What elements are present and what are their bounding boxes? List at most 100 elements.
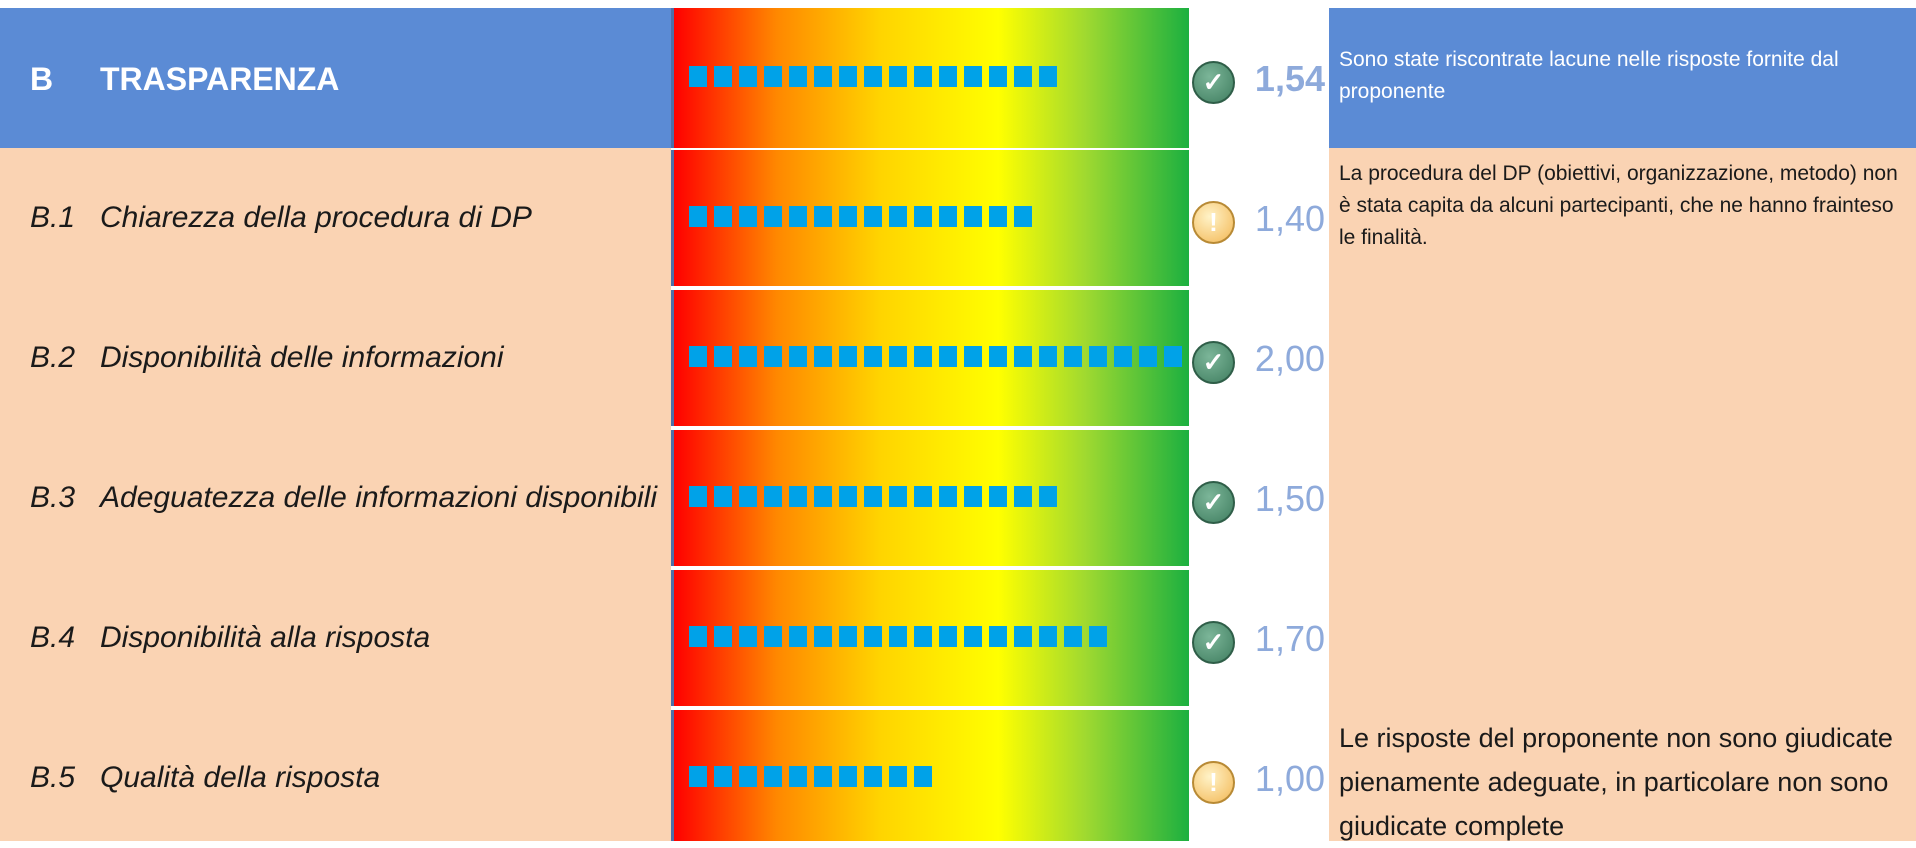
- gauge-block: [914, 486, 932, 507]
- gauge-block: [789, 626, 807, 647]
- gauge-block: [814, 206, 832, 227]
- gauge-block: [1014, 206, 1032, 227]
- gauge-block: [839, 206, 857, 227]
- gauge-block: [739, 66, 757, 87]
- section-gauge: [671, 8, 1189, 148]
- section-code: B: [30, 61, 54, 97]
- criterion-code: B.3: [30, 481, 76, 514]
- criterion-gauge-blocks: [689, 346, 1182, 367]
- criterion-gauge: [671, 290, 1189, 426]
- gauge-block: [989, 206, 1007, 227]
- section-score: 1,54: [1254, 58, 1325, 99]
- gauge-block: [864, 66, 882, 87]
- criterion-score-cell: ! 1,40: [1189, 148, 1329, 288]
- section-gauge-blocks: [689, 66, 1057, 87]
- criterion-note-b5: Le risposte del proponente non sono giud…: [1339, 723, 1893, 841]
- gauge-block: [864, 346, 882, 367]
- gauge-block: [939, 346, 957, 367]
- criterion-score-cell: ✓ 2,00: [1189, 288, 1329, 428]
- criterion-score: 1,50: [1254, 478, 1325, 519]
- gauge-block: [914, 346, 932, 367]
- criterion-title: Adeguatezza delle informazioni disponibi…: [100, 481, 658, 514]
- criterion-code: B.5: [30, 761, 76, 794]
- criterion-label-cell: B.1 Chiarezza della procedura di DP: [0, 148, 671, 288]
- gauge-block: [914, 206, 932, 227]
- gauge-block: [1089, 346, 1107, 367]
- gauge-block: [864, 206, 882, 227]
- criterion-code: B.1: [30, 201, 76, 234]
- gauge-block: [839, 766, 857, 787]
- gauge-block: [939, 66, 957, 87]
- gauge-block: [889, 766, 907, 787]
- gauge-block: [839, 486, 857, 507]
- criterion-label-cell: B.4 Disponibilità alla risposta: [0, 568, 671, 708]
- criterion-score: 2,00: [1254, 338, 1325, 379]
- gauge-block: [789, 766, 807, 787]
- gauge-block: [1039, 66, 1057, 87]
- gauge-block: [1039, 626, 1057, 647]
- gauge-block: [689, 66, 707, 87]
- criterion-code: B.2: [30, 341, 76, 374]
- gauge-block: [914, 66, 932, 87]
- criterion-gauge-blocks: [689, 766, 932, 787]
- check-icon: ✓: [1192, 61, 1235, 104]
- gauge-block: [814, 66, 832, 87]
- gauge-block: [714, 206, 732, 227]
- gauge-block: [889, 66, 907, 87]
- criterion-title: Disponibilità alla risposta: [100, 621, 431, 654]
- criterion-score: 1,70: [1254, 618, 1325, 659]
- gauge-block: [1089, 626, 1107, 647]
- gauge-block: [1014, 486, 1032, 507]
- gauge-block: [789, 66, 807, 87]
- gauge-block: [989, 626, 1007, 647]
- gauge-block: [889, 486, 907, 507]
- gauge-block: [689, 346, 707, 367]
- gauge-block: [714, 766, 732, 787]
- gauge-block: [814, 766, 832, 787]
- gauge-block: [814, 626, 832, 647]
- gauge-block: [739, 626, 757, 647]
- criterion-score-cell: ✓ 1,50: [1189, 428, 1329, 568]
- gauge-block: [939, 206, 957, 227]
- gauge-block: [889, 206, 907, 227]
- gauge-block: [814, 486, 832, 507]
- criterion-title: Qualità della risposta: [100, 761, 381, 794]
- gauge-block: [814, 346, 832, 367]
- criterion-score-cell: ✓ 1,70: [1189, 568, 1329, 708]
- gauge-block: [764, 66, 782, 87]
- gauge-block: [1114, 346, 1132, 367]
- check-icon: ✓: [1192, 481, 1235, 524]
- gauge-block: [839, 66, 857, 87]
- criterion-label-cell: B.5 Qualità della risposta: [0, 708, 671, 841]
- gauge-block: [739, 766, 757, 787]
- gauge-block: [689, 206, 707, 227]
- gauge-block: [739, 486, 757, 507]
- gauge-block: [1014, 346, 1032, 367]
- gauge-block: [789, 206, 807, 227]
- criterion-score: 1,00: [1254, 758, 1325, 799]
- gauge-block: [1164, 346, 1182, 367]
- gauge-block: [714, 626, 732, 647]
- gauge-block: [1039, 486, 1057, 507]
- gauge-block: [914, 766, 932, 787]
- criteria-notes-cell: La procedura del DP (obiettivi, organizz…: [1329, 148, 1916, 841]
- criterion-label-cell: B.3 Adeguatezza delle informazioni dispo…: [0, 428, 671, 568]
- criterion-code: B.4: [30, 621, 76, 654]
- gauge-block: [764, 626, 782, 647]
- gauge-block: [864, 766, 882, 787]
- gauge-block: [889, 346, 907, 367]
- gauge-block: [1014, 626, 1032, 647]
- gauge-block: [1064, 346, 1082, 367]
- gauge-block: [789, 346, 807, 367]
- section-note-cell: Sono state riscontrate lacune nelle risp…: [1329, 8, 1916, 148]
- criterion-score: 1,40: [1254, 198, 1325, 239]
- criterion-gauge: [671, 150, 1189, 286]
- warning-icon: !: [1192, 201, 1235, 244]
- warning-icon: !: [1192, 761, 1235, 804]
- criterion-title: Disponibilità delle informazioni: [100, 341, 504, 374]
- gauge-block: [989, 66, 1007, 87]
- gauge-block: [1064, 626, 1082, 647]
- gauge-block: [739, 206, 757, 227]
- section-title: TRASPARENZA: [100, 61, 340, 97]
- gauge-block: [764, 766, 782, 787]
